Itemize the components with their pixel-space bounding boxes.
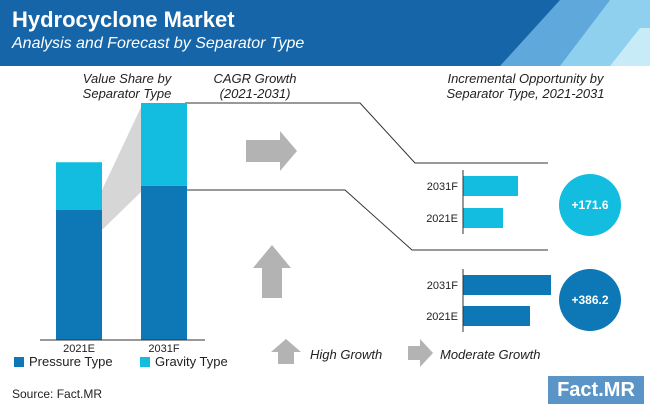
pressure-opportunity-value: +386.2 bbox=[571, 293, 608, 307]
pressure-increment-bars: 2031F 2021E bbox=[426, 269, 551, 332]
legend-pressure-swatch bbox=[14, 356, 24, 367]
gravity-opportunity-value: +171.6 bbox=[571, 198, 608, 212]
logo-text-main: Fact bbox=[557, 379, 599, 401]
increment-bar-2031F bbox=[463, 176, 518, 196]
pressure-opportunity-bubble bbox=[559, 269, 621, 331]
increment-category-label: 2021E bbox=[426, 213, 458, 225]
share-bar-2021E-pressure bbox=[56, 209, 102, 340]
logo-text-tail: MR bbox=[603, 379, 635, 401]
high-growth-legend-icon bbox=[271, 339, 301, 364]
increment-category-label: 2031F bbox=[427, 181, 458, 193]
gravity-opportunity-bubble bbox=[559, 174, 621, 236]
moderate-growth-arrow bbox=[246, 131, 297, 171]
moderate-growth-legend-icon bbox=[408, 339, 433, 367]
high-growth-arrow bbox=[253, 245, 291, 298]
header-banner bbox=[0, 0, 650, 66]
connector-line-pressure bbox=[185, 189, 548, 251]
legend-gravity-swatch bbox=[140, 356, 150, 367]
connector-line-gravity bbox=[185, 102, 548, 164]
legend-gravity-label: Gravity Type bbox=[155, 354, 228, 369]
increment-category-label: 2021E bbox=[426, 311, 458, 323]
source-note: Source: Fact.MR bbox=[12, 387, 103, 401]
legend-pressure: Pressure Type bbox=[14, 354, 113, 369]
value-share-heading: Value Share by Separator Type bbox=[82, 71, 172, 101]
share-bar-2031F-pressure bbox=[141, 185, 187, 340]
logo-text-dot: . bbox=[598, 379, 604, 401]
legend-pressure-label: Pressure Type bbox=[29, 354, 113, 369]
high-growth-label: High Growth bbox=[310, 347, 383, 362]
cagr-heading: CAGR Growth (2021-2031) bbox=[213, 71, 297, 101]
legend-gravity: Gravity Type bbox=[140, 354, 228, 369]
page-subtitle: Analysis and Forecast by Separator Type bbox=[12, 35, 305, 52]
share-category-label: 2031F bbox=[148, 343, 179, 355]
share-category-label: 2021E bbox=[63, 343, 95, 355]
increment-category-label: 2031F bbox=[427, 280, 458, 292]
share-connector bbox=[102, 103, 143, 230]
increment-bar-2021E bbox=[463, 208, 503, 228]
header-stripe-3 bbox=[610, 28, 650, 66]
gravity-increment-bars: 2031F 2021E bbox=[426, 170, 518, 234]
factmr-logo: Fact.MR bbox=[548, 376, 644, 404]
page-title: Hydrocyclone Market bbox=[12, 7, 235, 32]
incremental-heading: Incremental Opportunity by Separator Typ… bbox=[446, 71, 605, 101]
share-bar-2021E-gravity bbox=[56, 162, 102, 210]
increment-bar-2021E bbox=[463, 306, 530, 326]
increment-bar-2031F bbox=[463, 275, 551, 295]
moderate-growth-label: Moderate Growth bbox=[440, 347, 541, 362]
value-share-bars: 2021E 2031F bbox=[40, 103, 205, 355]
share-bar-2031F-gravity bbox=[141, 103, 187, 186]
